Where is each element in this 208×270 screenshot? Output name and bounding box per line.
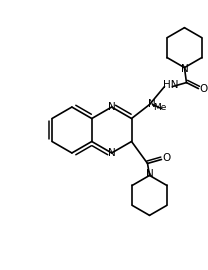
Text: Me: Me <box>153 103 166 112</box>
Text: HN: HN <box>163 80 178 90</box>
Text: N: N <box>146 170 153 180</box>
Text: N: N <box>148 99 155 109</box>
Text: N: N <box>108 102 115 112</box>
Text: N: N <box>181 64 188 74</box>
Text: O: O <box>162 153 171 163</box>
Text: O: O <box>199 84 208 94</box>
Text: N: N <box>108 148 115 158</box>
